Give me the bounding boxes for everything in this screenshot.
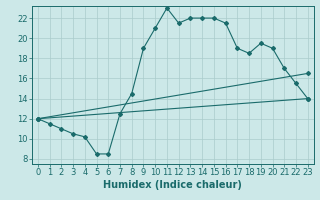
X-axis label: Humidex (Indice chaleur): Humidex (Indice chaleur) [103,180,242,190]
